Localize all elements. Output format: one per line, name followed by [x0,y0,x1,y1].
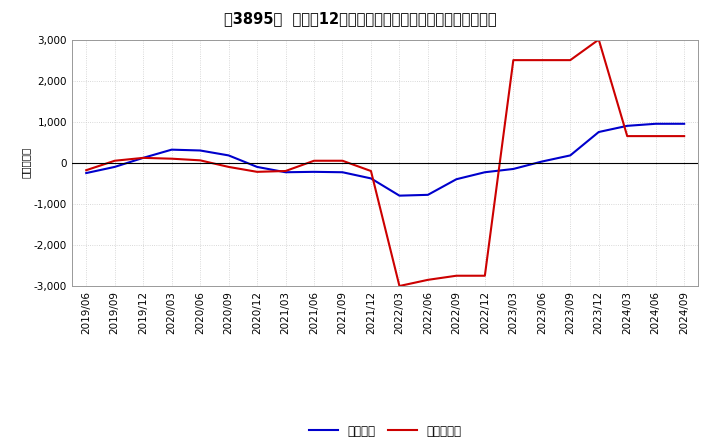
経常利益 [310,169,318,175]
当期純利益 [566,58,575,63]
経常利益 [366,176,375,181]
当期純利益 [537,58,546,63]
当期純利益 [196,158,204,163]
当期純利益 [423,277,432,282]
当期純利益 [680,133,688,139]
経常利益 [110,164,119,169]
経常利益 [282,169,290,175]
当期純利益 [110,158,119,163]
経常利益 [680,121,688,126]
経常利益 [566,153,575,158]
経常利益 [253,164,261,169]
経常利益 [167,147,176,152]
Y-axis label: （百万円）: （百万円） [21,147,31,179]
当期純利益 [480,273,489,279]
当期純利益 [652,133,660,139]
当期純利益 [82,168,91,173]
経常利益 [395,193,404,198]
当期純利益 [282,169,290,174]
経常利益 [595,129,603,135]
経常利益 [537,159,546,164]
経常利益 [196,148,204,153]
経常利益 [338,169,347,175]
当期純利益 [253,169,261,175]
当期純利益 [509,58,518,63]
当期純利益 [338,158,347,163]
Text: ［3895］  利益の12か月移動合計の対前年同期増減額の推移: ［3895］ 利益の12か月移動合計の対前年同期増減額の推移 [224,11,496,26]
経常利益 [623,123,631,128]
経常利益 [452,176,461,182]
当期純利益 [366,169,375,174]
当期純利益 [139,155,148,161]
経常利益 [82,170,91,176]
当期純利益 [225,164,233,169]
Line: 経常利益: 経常利益 [86,124,684,196]
Line: 当期純利益: 当期純利益 [86,40,684,286]
経常利益 [139,155,148,161]
経常利益 [225,153,233,158]
Legend: 経常利益, 当期純利益: 経常利益, 当期純利益 [304,420,467,440]
当期純利益 [623,133,631,139]
当期純利益 [595,37,603,42]
当期純利益 [310,158,318,163]
経常利益 [480,169,489,175]
経常利益 [509,166,518,172]
当期純利益 [167,156,176,161]
当期純利益 [395,283,404,289]
経常利益 [652,121,660,126]
経常利益 [423,192,432,198]
当期純利益 [452,273,461,279]
